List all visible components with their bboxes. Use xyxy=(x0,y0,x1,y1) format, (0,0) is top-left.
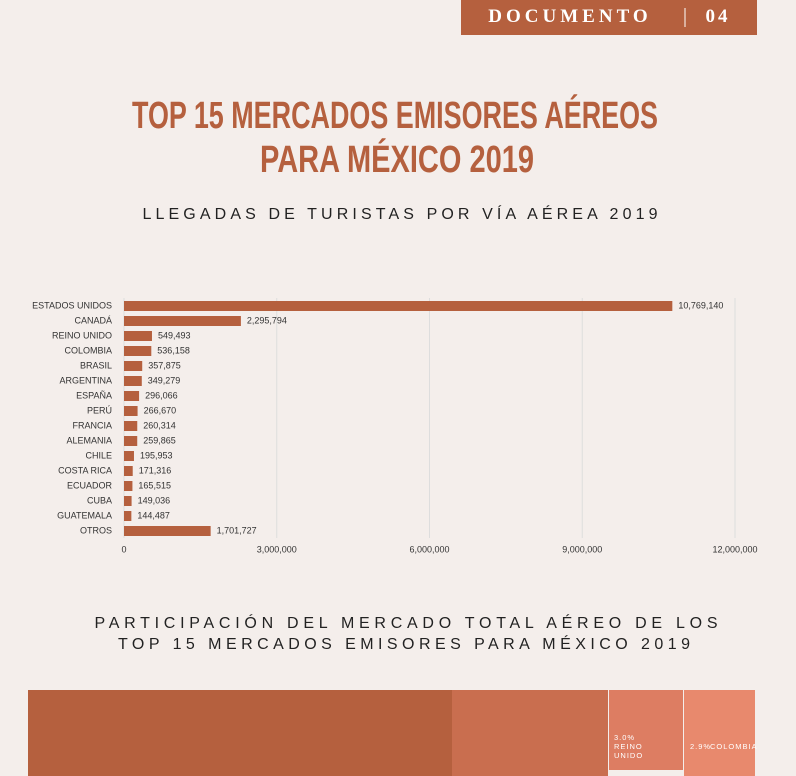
category-label: ARGENTINA xyxy=(59,375,112,385)
bar xyxy=(124,496,132,506)
category-label: ESTADOS UNIDOS xyxy=(32,300,112,310)
x-tick-label: 3,000,000 xyxy=(257,544,297,554)
category-label: CANADÁ xyxy=(74,315,112,325)
bar xyxy=(124,316,241,326)
bar xyxy=(124,361,143,371)
bar xyxy=(124,451,134,461)
bar xyxy=(124,421,138,431)
value-label: 549,493 xyxy=(158,330,191,340)
value-label: 2,295,794 xyxy=(247,315,287,325)
category-label: COLOMBIA xyxy=(64,345,112,355)
tile-name: UNIDO xyxy=(614,751,643,760)
bar xyxy=(124,346,152,356)
title-line: PARA MÉXICO 2019 xyxy=(260,137,534,181)
treemap-tile xyxy=(609,690,683,770)
category-label: CHILE xyxy=(85,450,112,460)
category-label: OTROS xyxy=(80,525,112,535)
value-label: 296,066 xyxy=(145,390,178,400)
section-title: TOP 15 MERCADOS EMISORES PARA MÉXICO 201… xyxy=(118,634,690,653)
header-label: DOCUMENTO xyxy=(488,6,651,27)
tile-name: REINO xyxy=(614,742,643,751)
value-label: 1,701,727 xyxy=(217,525,257,535)
bar xyxy=(124,481,133,491)
value-label: 165,515 xyxy=(138,480,171,490)
x-tick-label: 0 xyxy=(121,544,126,554)
value-label: 349,279 xyxy=(148,375,181,385)
x-tick-label: 12,000,000 xyxy=(712,544,757,554)
bar xyxy=(124,391,140,401)
x-tick-label: 9,000,000 xyxy=(562,544,602,554)
bar xyxy=(124,406,138,416)
category-label: ECUADOR xyxy=(67,480,113,490)
bar xyxy=(124,466,133,476)
category-label: ESPAÑA xyxy=(76,390,112,400)
header-box xyxy=(461,0,757,35)
category-label: ALEMANIA xyxy=(66,435,112,445)
tile-value: 3.0% xyxy=(614,733,635,742)
category-label: COSTA RICA xyxy=(58,465,112,475)
bar xyxy=(124,376,142,386)
value-label: 266,670 xyxy=(144,405,177,415)
value-label: 536,158 xyxy=(157,345,190,355)
category-label: REINO UNIDO xyxy=(52,330,112,340)
bar xyxy=(124,301,673,311)
category-label: CUBA xyxy=(87,495,112,505)
value-label: 259,865 xyxy=(143,435,176,445)
treemap-tile xyxy=(452,690,608,776)
bar xyxy=(124,511,132,521)
x-tick-label: 6,000,000 xyxy=(409,544,449,554)
title-line: TOP 15 MERCADOS EMISORES AÉREOS xyxy=(132,93,658,137)
value-label: 149,036 xyxy=(138,495,171,505)
tile-name: COLOMBIA xyxy=(710,742,758,751)
bar-chart: 0 3,000,000 6,000,000 9,000,000 12,000,000 ES… xyxy=(32,298,758,554)
value-label: 171,316 xyxy=(139,465,172,475)
treemap-tile xyxy=(684,690,755,776)
value-label: 260,314 xyxy=(143,420,176,430)
bar xyxy=(124,331,152,341)
value-label: 10,769,140 xyxy=(678,300,723,310)
bar xyxy=(124,526,211,536)
tile-value: 2.9% xyxy=(690,742,711,751)
value-label: 357,875 xyxy=(148,360,181,370)
value-label: 144,487 xyxy=(137,510,170,520)
category-label: GUATEMALA xyxy=(57,510,112,520)
bar xyxy=(124,436,138,446)
category-label: PERÚ xyxy=(87,405,112,415)
treemap-tile xyxy=(28,690,452,776)
category-label: BRASIL xyxy=(80,360,112,370)
category-label: FRANCIA xyxy=(72,420,112,430)
header-number: 04 xyxy=(706,6,731,27)
value-label: 195,953 xyxy=(140,450,173,460)
